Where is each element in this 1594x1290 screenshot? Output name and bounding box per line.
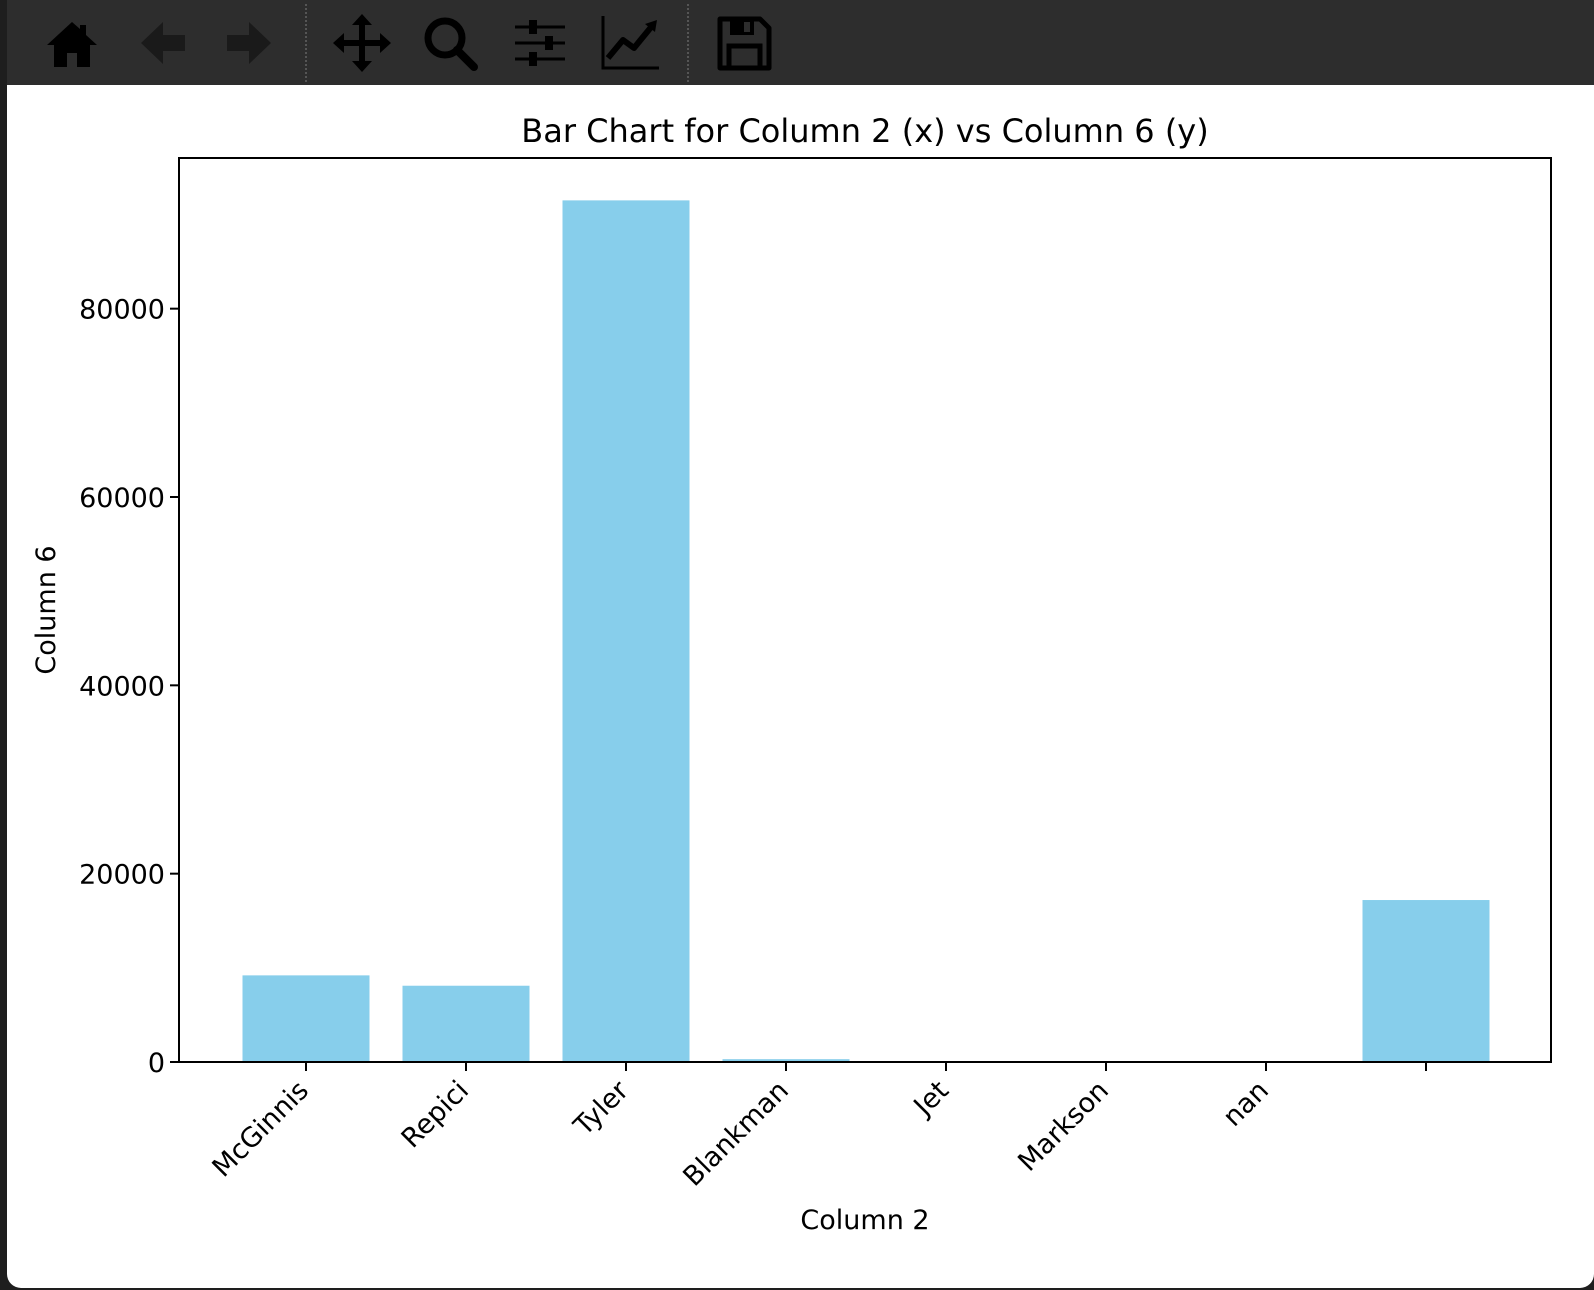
x-tick-label: Blankman xyxy=(677,1075,795,1193)
y-tick-label: 20000 xyxy=(79,860,165,891)
zoom-button[interactable] xyxy=(421,14,479,72)
chart-title: Bar Chart for Column 2 (x) vs Column 6 (… xyxy=(521,112,1208,150)
navigation-toolbar xyxy=(7,0,1594,85)
bar xyxy=(722,1059,850,1062)
x-tick-label: Jet xyxy=(907,1075,955,1123)
configure-subplots-icon xyxy=(515,20,565,66)
save-icon xyxy=(717,16,772,71)
back-button[interactable] xyxy=(133,14,191,72)
bar xyxy=(402,985,530,1062)
x-tick-label: Repici xyxy=(396,1075,475,1154)
x-tick-label: McGinnis xyxy=(207,1075,315,1183)
figure-window: Bar Chart for Column 2 (x) vs Column 6 (… xyxy=(7,0,1594,1288)
forward-button[interactable] xyxy=(221,14,279,72)
bar xyxy=(242,975,370,1062)
x-axis: McGinnis Repici Tyler Blankman Jet Markson nan xyxy=(207,1062,1427,1193)
forward-icon xyxy=(227,22,271,64)
y-axis: 0 20000 40000 60000 80000 xyxy=(79,295,179,1079)
pan-button[interactable] xyxy=(333,14,391,72)
bar xyxy=(562,200,690,1062)
chart: Bar Chart for Column 2 (x) vs Column 6 (… xyxy=(31,112,1552,1236)
home-icon xyxy=(47,22,97,67)
y-tick-label: 40000 xyxy=(79,671,165,702)
y-axis-label: Column 6 xyxy=(31,545,62,674)
x-tick-label: nan xyxy=(1217,1075,1275,1133)
x-axis-label: Column 2 xyxy=(800,1205,929,1236)
bar-group xyxy=(242,200,1490,1062)
window-left-edge xyxy=(0,0,7,1290)
y-tick-label: 0 xyxy=(148,1048,165,1079)
edit-axis-button[interactable] xyxy=(601,14,659,72)
axes-frame xyxy=(178,157,1552,1063)
edit-axis-icon xyxy=(601,16,659,70)
zoom-icon xyxy=(424,17,478,71)
toolbar-separator xyxy=(305,4,307,82)
x-tick-label: Markson xyxy=(1012,1075,1115,1178)
x-tick-label: Tyler xyxy=(567,1074,635,1142)
save-button[interactable] xyxy=(715,14,773,72)
y-tick-label: 60000 xyxy=(79,483,165,514)
y-tick-label: 80000 xyxy=(79,295,165,326)
back-icon xyxy=(141,22,185,64)
toolbar-separator xyxy=(687,4,689,82)
bar xyxy=(1362,900,1490,1062)
configure-subplots-button[interactable] xyxy=(511,14,569,72)
home-button[interactable] xyxy=(43,14,101,72)
pan-icon xyxy=(333,14,391,72)
